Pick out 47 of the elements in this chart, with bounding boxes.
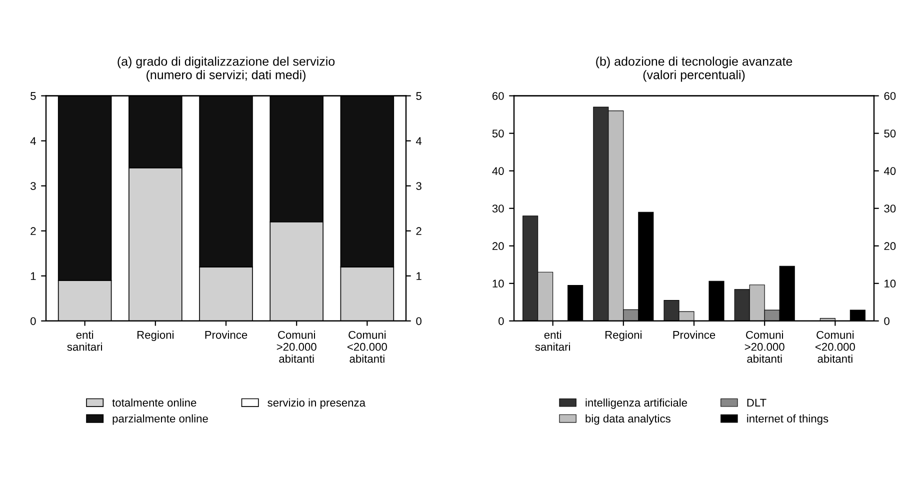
- x-tick-label: Comuni >20.000 abitanti: [276, 330, 316, 363]
- y-tick-label: 4: [30, 137, 36, 145]
- x-tick-label: Comuni <20.000 abitanti: [815, 330, 855, 363]
- chart-title: (a) grado di digitalizzazione del servizio: [118, 56, 335, 68]
- chart-title: (b) adozione di tecnologie avanzate: [596, 56, 792, 68]
- y-tick-label: 20: [492, 242, 504, 250]
- y-tick-label: 40: [492, 167, 504, 175]
- y2-tick-label: 10: [884, 280, 896, 288]
- legend-label: internet of things: [747, 414, 828, 425]
- y2-tick-label: 4: [416, 137, 422, 145]
- legend-label: intelligenza artificiale: [586, 398, 688, 409]
- x-tick-label: enti sanitari: [67, 330, 102, 351]
- legend-label: servizio in presenza: [268, 398, 366, 409]
- y-tick-label: 5: [30, 92, 36, 100]
- y-tick-label: 3: [30, 182, 36, 190]
- y2-tick-label: 30: [884, 204, 896, 212]
- y-tick-label: 0: [498, 317, 504, 326]
- x-tick-label: Comuni >20.000 abitanti: [744, 330, 784, 363]
- y-tick-label: 30: [492, 204, 504, 212]
- legend-label: DLT: [747, 398, 766, 407]
- x-tick-label: Comuni <20.000 abitanti: [347, 330, 387, 363]
- chart-subtitle: (numero di servizi; dati medi): [146, 70, 306, 82]
- legend-label: totalmente online: [112, 398, 196, 407]
- y-tick-label: 10: [492, 280, 504, 288]
- x-tick-label: Province: [673, 330, 716, 339]
- chart-subtitle: (valori percentuali): [643, 70, 745, 82]
- x-tick-label: Province: [205, 330, 248, 339]
- y2-tick-label: 0: [416, 317, 422, 326]
- y2-tick-label: 40: [884, 167, 896, 175]
- y-tick-label: 60: [492, 92, 504, 100]
- y-tick-label: 1: [30, 272, 36, 280]
- y2-tick-label: 50: [884, 130, 896, 138]
- legend-label: big data analytics: [586, 414, 670, 425]
- y2-tick-label: 0: [884, 317, 890, 326]
- y2-tick-label: 5: [416, 92, 422, 100]
- x-tick-label: enti sanitari: [535, 330, 570, 351]
- y2-tick-label: 60: [884, 92, 896, 100]
- y-tick-label: 0: [30, 317, 36, 326]
- y2-tick-label: 1: [416, 272, 422, 280]
- x-tick-label: Regioni: [137, 330, 174, 342]
- y2-tick-label: 20: [884, 242, 896, 250]
- y-tick-label: 2: [30, 227, 36, 235]
- y2-tick-label: 2: [416, 227, 422, 235]
- y-tick-label: 50: [492, 130, 504, 138]
- legend-label: parzialmente online: [112, 414, 208, 425]
- y2-tick-label: 3: [416, 182, 422, 190]
- x-tick-label: Regioni: [605, 330, 642, 342]
